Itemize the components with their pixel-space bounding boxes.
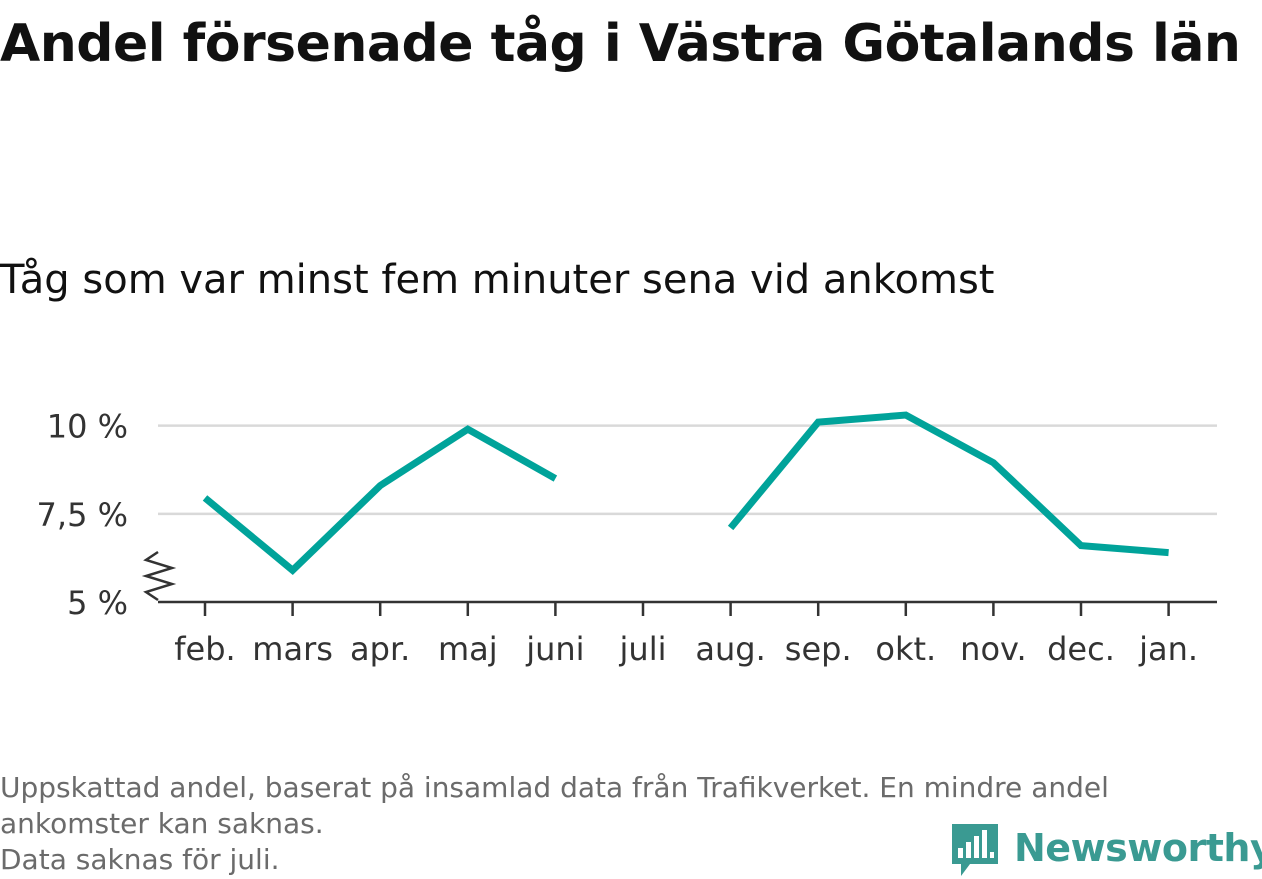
x-tick-label: mars [252, 630, 333, 668]
x-tick-label: juni [525, 630, 584, 668]
x-tick-label: jan. [1138, 630, 1198, 668]
y-tick-label: 5 % [67, 584, 128, 622]
footnote: Uppskattad andel, baserat på insamlad da… [0, 770, 1250, 878]
chart-subtitle: Tåg som var minst fem minuter sena vid a… [0, 257, 995, 303]
footnote-line-2: ankomster kan saknas. [0, 807, 324, 840]
brand-name: Newsworthy [1014, 826, 1262, 870]
footnote-line-1: Uppskattad andel, baserat på insamlad da… [0, 771, 1109, 804]
series-line [727, 411, 1169, 557]
x-tick-label: juli [619, 630, 667, 668]
x-tick-label: dec. [1047, 630, 1115, 668]
y-tick-label: 7,5 % [37, 496, 128, 534]
newsworthy-logo: Newsworthy [950, 818, 1262, 878]
x-tick-label: okt. [875, 630, 936, 668]
axis-break-icon [141, 550, 177, 602]
line-chart: 5 % 7,5 % 10 % feb. mars apr. maj juni juli aug. s… [37, 408, 1217, 668]
x-tick-label: aug. [695, 630, 765, 668]
x-tick-label: maj [438, 630, 498, 668]
chart-title: Andel försenade tåg i Västra Götalands l… [0, 14, 1241, 74]
x-tick-label: nov. [960, 630, 1026, 668]
x-tick-label: sep. [785, 630, 852, 668]
series-line [202, 425, 558, 575]
y-tick-label: 10 % [47, 408, 128, 446]
newsworthy-logo-icon [952, 824, 998, 876]
footnote-line-3: Data saknas för juli. [0, 843, 280, 876]
x-tick-label: feb. [174, 630, 235, 668]
x-tick-label: apr. [350, 630, 410, 668]
